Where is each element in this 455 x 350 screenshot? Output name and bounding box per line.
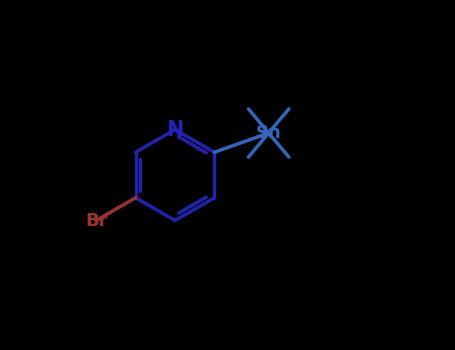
Text: Sn: Sn bbox=[256, 124, 282, 142]
Text: N: N bbox=[167, 119, 184, 140]
Text: Br: Br bbox=[85, 211, 107, 230]
